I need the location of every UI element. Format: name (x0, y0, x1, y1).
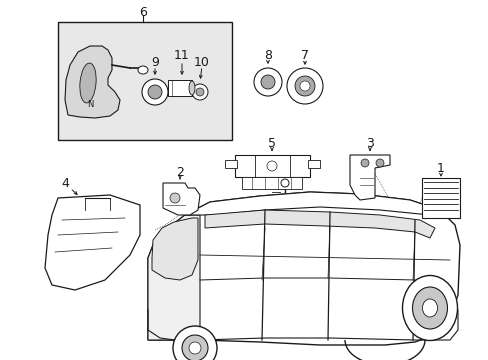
Polygon shape (204, 210, 434, 238)
Bar (58, 22, 231, 140)
Circle shape (294, 76, 314, 96)
Polygon shape (148, 192, 459, 345)
Circle shape (196, 88, 203, 96)
Circle shape (192, 84, 207, 100)
Circle shape (266, 161, 276, 171)
Bar (168, 80, 192, 96)
Circle shape (286, 68, 323, 104)
Circle shape (261, 75, 274, 89)
Polygon shape (148, 215, 200, 340)
Bar (307, 160, 319, 168)
Ellipse shape (189, 81, 195, 95)
Ellipse shape (402, 275, 457, 341)
Ellipse shape (412, 287, 447, 329)
Text: 8: 8 (264, 49, 271, 62)
Circle shape (189, 342, 201, 354)
Text: 11: 11 (174, 49, 189, 62)
Bar (242, 177, 302, 189)
Ellipse shape (422, 299, 437, 317)
Text: 1: 1 (436, 162, 444, 175)
Circle shape (299, 81, 309, 91)
Polygon shape (184, 192, 439, 215)
Circle shape (182, 335, 207, 360)
Text: 7: 7 (301, 49, 308, 62)
Bar (224, 160, 237, 168)
Text: 3: 3 (366, 136, 373, 149)
Text: 10: 10 (194, 55, 209, 68)
Circle shape (142, 79, 168, 105)
Text: 9: 9 (151, 55, 159, 68)
Polygon shape (349, 155, 389, 200)
Ellipse shape (138, 66, 148, 74)
Circle shape (253, 68, 282, 96)
Text: 4: 4 (61, 176, 69, 189)
Circle shape (173, 326, 217, 360)
Circle shape (281, 179, 288, 187)
Text: N: N (87, 99, 93, 108)
Circle shape (148, 85, 162, 99)
Polygon shape (152, 218, 198, 280)
Polygon shape (65, 46, 120, 118)
Circle shape (170, 193, 180, 203)
Ellipse shape (80, 63, 96, 103)
Bar (421, 178, 459, 218)
Circle shape (375, 159, 383, 167)
Bar (235, 155, 309, 177)
Circle shape (360, 159, 368, 167)
Text: 2: 2 (176, 166, 183, 179)
Text: 6: 6 (139, 5, 146, 18)
Text: 5: 5 (267, 136, 275, 149)
Polygon shape (45, 195, 140, 290)
Polygon shape (163, 183, 200, 215)
